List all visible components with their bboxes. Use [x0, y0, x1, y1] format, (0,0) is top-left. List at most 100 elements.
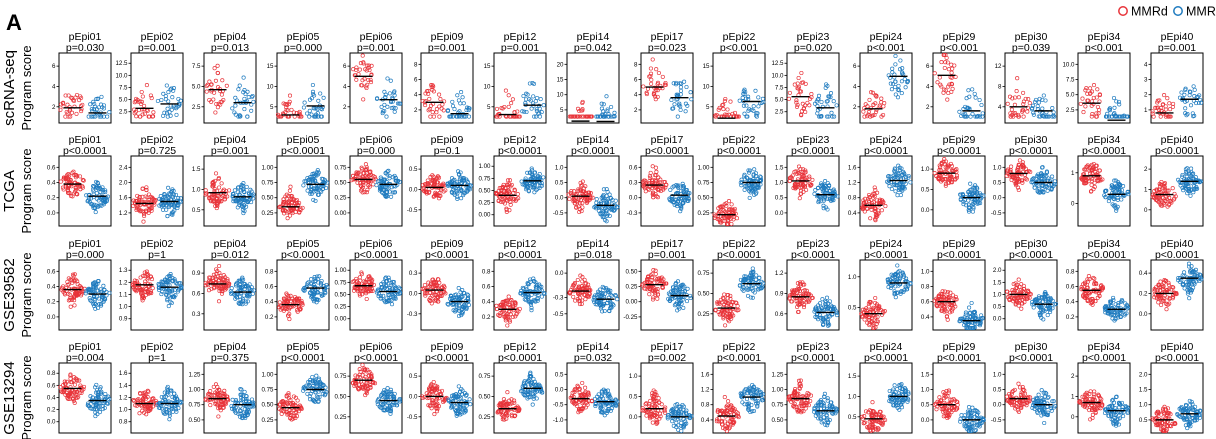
point-mmrd: [151, 110, 156, 115]
point-mmrp: [310, 89, 316, 94]
point-mmrd: [142, 103, 147, 108]
subplot-title: pEpi34: [1088, 31, 1121, 43]
point-mmrp: [599, 101, 604, 106]
point-mmrd: [212, 66, 217, 71]
point-mmrp: [96, 183, 101, 188]
point-mmrp: [91, 99, 96, 104]
point-mmrp: [890, 82, 896, 87]
point-mmrp: [813, 101, 818, 106]
point-mmrp: [310, 82, 315, 88]
subplot-title: pEpi30: [1015, 31, 1048, 43]
point-mmrp: [819, 99, 824, 105]
point-mmrp: [968, 114, 973, 119]
point-mmrp: [234, 98, 239, 103]
point-mmrd: [434, 107, 439, 112]
point-mmrp: [107, 110, 112, 115]
point-mmrp: [459, 196, 464, 201]
point-mmrp: [744, 114, 749, 119]
point-mmrp: [976, 113, 981, 118]
subplot-pvalue: p<0.0001: [717, 145, 761, 157]
point-mmrd: [72, 189, 78, 194]
subplot-title: pEpi22: [723, 31, 756, 43]
point-mmrd: [277, 114, 282, 119]
point-mmrp: [970, 111, 975, 117]
point-mmrd: [1084, 86, 1089, 91]
point-mmrd: [567, 196, 572, 202]
point-mmrp: [905, 79, 910, 84]
point-mmrd: [423, 103, 428, 108]
point-mmrp: [159, 97, 164, 103]
point-mmrd: [422, 282, 427, 288]
point-mmrd: [297, 209, 302, 215]
point-mmrp: [831, 99, 836, 104]
point-mmrd: [735, 114, 740, 119]
point-mmrp: [678, 88, 684, 93]
y-tick-label: 0.5: [555, 180, 564, 187]
point-mmrd: [77, 174, 83, 179]
y-tick-label: 0.5: [775, 195, 784, 202]
point-mmrp: [1030, 103, 1036, 108]
point-mmrp: [601, 114, 606, 119]
point-mmrd: [291, 110, 296, 115]
point-mmrd: [729, 202, 734, 207]
point-mmrp: [86, 198, 91, 203]
point-mmrd: [431, 84, 436, 89]
point-mmrp: [689, 97, 694, 102]
point-mmrd: [286, 201, 291, 206]
point-mmrd: [63, 114, 68, 119]
point-mmrd: [1005, 101, 1010, 106]
point-mmrp: [166, 99, 171, 104]
point-mmrp: [1125, 114, 1130, 119]
point-mmrd: [1020, 108, 1025, 113]
y-tick-label: 4: [52, 83, 56, 90]
y-tick-label: 0.0: [47, 210, 56, 217]
y-tick-label: 0.6: [47, 268, 56, 275]
point-mmrd: [861, 109, 866, 114]
point-mmrp: [972, 91, 977, 96]
point-mmrp: [898, 58, 903, 63]
point-mmrp: [91, 189, 96, 194]
point-mmrp: [86, 114, 91, 119]
point-mmrd: [367, 68, 372, 73]
point-mmrp: [539, 294, 544, 299]
point-mmrp: [91, 114, 96, 119]
subplot-pvalue: p=0.001: [211, 145, 249, 157]
point-mmrd: [290, 196, 295, 201]
y-tick-label: 2: [1144, 92, 1148, 99]
subplot-pvalue: p=0.001: [357, 42, 395, 54]
point-mmrp: [250, 291, 255, 296]
point-mmrp: [393, 106, 398, 111]
subplot-pvalue: p=0.001: [648, 249, 686, 261]
point-mmrd: [1009, 107, 1014, 112]
y-tick-label: 1.00: [334, 267, 347, 274]
point-mmrp: [229, 286, 234, 291]
point-mmrp: [1183, 106, 1188, 111]
point-mmrd: [65, 177, 71, 182]
point-mmrd: [60, 185, 66, 190]
point-mmrd: [438, 97, 443, 102]
point-mmrp: [170, 195, 176, 200]
point-mmrd: [943, 60, 948, 65]
point-mmrp: [973, 95, 978, 100]
point-mmrp: [309, 112, 314, 117]
point-mmrd: [283, 194, 288, 199]
point-mmrd: [1027, 101, 1032, 106]
point-mmrd: [1013, 111, 1018, 116]
point-mmrp: [815, 97, 820, 102]
point-mmrp: [1038, 114, 1043, 119]
point-mmrp: [1041, 93, 1046, 98]
point-mmrd: [517, 114, 522, 119]
point-mmrd: [881, 112, 886, 118]
point-mmrp: [450, 99, 455, 104]
point-mmrd: [653, 97, 658, 102]
point-mmrp: [313, 198, 318, 203]
point-mmrp: [832, 114, 837, 119]
point-mmrd: [589, 114, 594, 119]
y-tick-label: 0.50: [625, 268, 638, 275]
point-mmrp: [391, 90, 397, 95]
point-mmrp: [155, 98, 160, 104]
